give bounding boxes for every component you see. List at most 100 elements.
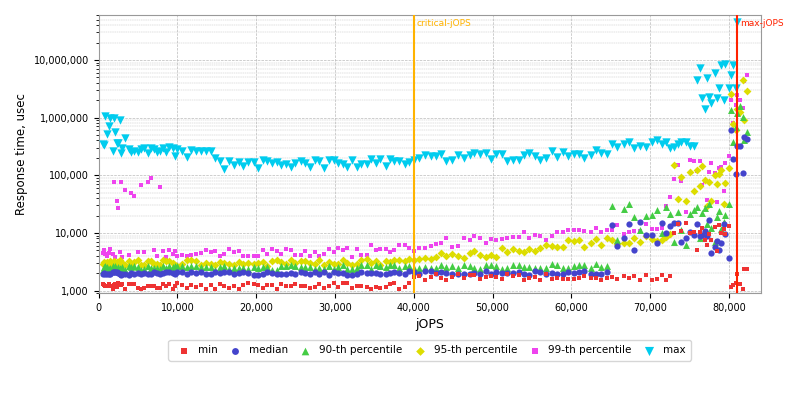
90-th percentile xyxy=(209,266,222,273)
median xyxy=(718,221,730,228)
90-th percentile xyxy=(214,264,226,271)
99-th percentile xyxy=(346,254,358,260)
95-th percentile xyxy=(694,183,706,189)
median xyxy=(115,271,128,277)
90-th percentile xyxy=(418,264,431,270)
median xyxy=(623,220,636,227)
90-th percentile xyxy=(722,201,735,207)
max xyxy=(540,155,553,161)
max xyxy=(562,152,574,159)
min xyxy=(474,276,486,282)
max xyxy=(734,8,746,14)
95-th percentile xyxy=(322,259,335,266)
min xyxy=(200,286,213,292)
90-th percentile xyxy=(446,263,458,269)
median xyxy=(379,271,392,278)
median xyxy=(107,269,120,275)
99-th percentile xyxy=(125,190,138,197)
max xyxy=(214,158,226,164)
min xyxy=(322,283,335,290)
min xyxy=(284,283,297,290)
max xyxy=(446,157,458,163)
median xyxy=(190,270,202,276)
max xyxy=(110,140,123,146)
max xyxy=(418,152,431,158)
median xyxy=(490,269,502,276)
99-th percentile xyxy=(660,202,673,209)
median xyxy=(458,270,470,277)
99-th percentile xyxy=(595,228,608,235)
99-th percentile xyxy=(388,247,401,253)
99-th percentile xyxy=(451,243,464,250)
90-th percentile xyxy=(289,262,302,269)
90-th percentile xyxy=(260,264,273,270)
max xyxy=(115,145,128,152)
min xyxy=(690,247,703,253)
99-th percentile xyxy=(114,249,126,256)
max xyxy=(725,72,738,78)
90-th percentile xyxy=(365,266,378,272)
max xyxy=(294,158,307,164)
min xyxy=(702,231,715,238)
max xyxy=(260,158,273,164)
95-th percentile xyxy=(546,242,558,249)
median xyxy=(145,271,158,277)
median xyxy=(134,271,147,278)
median xyxy=(200,271,213,277)
min xyxy=(125,281,138,287)
99-th percentile xyxy=(237,253,250,260)
95-th percentile xyxy=(534,244,547,251)
99-th percentile xyxy=(131,248,144,255)
99-th percentile xyxy=(115,179,128,185)
95-th percentile xyxy=(590,236,602,242)
median xyxy=(446,270,458,277)
max xyxy=(209,155,222,161)
median xyxy=(341,272,354,278)
90-th percentile xyxy=(506,262,519,268)
99-th percentile xyxy=(645,226,658,232)
90-th percentile xyxy=(106,263,119,270)
median xyxy=(485,271,498,278)
95-th percentile xyxy=(718,201,730,207)
95-th percentile xyxy=(150,261,163,268)
90-th percentile xyxy=(190,263,202,270)
99-th percentile xyxy=(628,227,641,234)
90-th percentile xyxy=(451,264,464,271)
median xyxy=(451,271,464,278)
median xyxy=(142,271,154,277)
95-th percentile xyxy=(474,252,486,258)
max xyxy=(322,157,335,164)
99-th percentile xyxy=(672,162,685,168)
median xyxy=(710,238,723,244)
95-th percentile xyxy=(628,235,641,242)
min xyxy=(413,273,426,280)
99-th percentile xyxy=(96,250,109,256)
95-th percentile xyxy=(408,256,421,263)
90-th percentile xyxy=(655,230,668,236)
min xyxy=(660,276,673,283)
median xyxy=(112,270,125,277)
max xyxy=(601,151,614,157)
99-th percentile xyxy=(712,165,725,171)
min xyxy=(650,276,663,282)
median xyxy=(218,269,230,275)
99-th percentile xyxy=(710,198,723,205)
90-th percentile xyxy=(684,210,697,217)
min xyxy=(546,275,558,282)
median xyxy=(131,270,144,276)
min xyxy=(730,280,742,286)
median xyxy=(402,268,415,275)
median xyxy=(370,270,382,276)
95-th percentile xyxy=(413,256,426,262)
median xyxy=(169,271,182,277)
min xyxy=(655,272,668,278)
99-th percentile xyxy=(270,248,283,254)
99-th percentile xyxy=(331,245,344,251)
99-th percentile xyxy=(318,251,330,258)
min xyxy=(313,280,326,287)
95-th percentile xyxy=(645,235,658,242)
95-th percentile xyxy=(114,257,126,264)
max xyxy=(169,153,182,159)
99-th percentile xyxy=(327,249,340,256)
max xyxy=(463,152,476,158)
